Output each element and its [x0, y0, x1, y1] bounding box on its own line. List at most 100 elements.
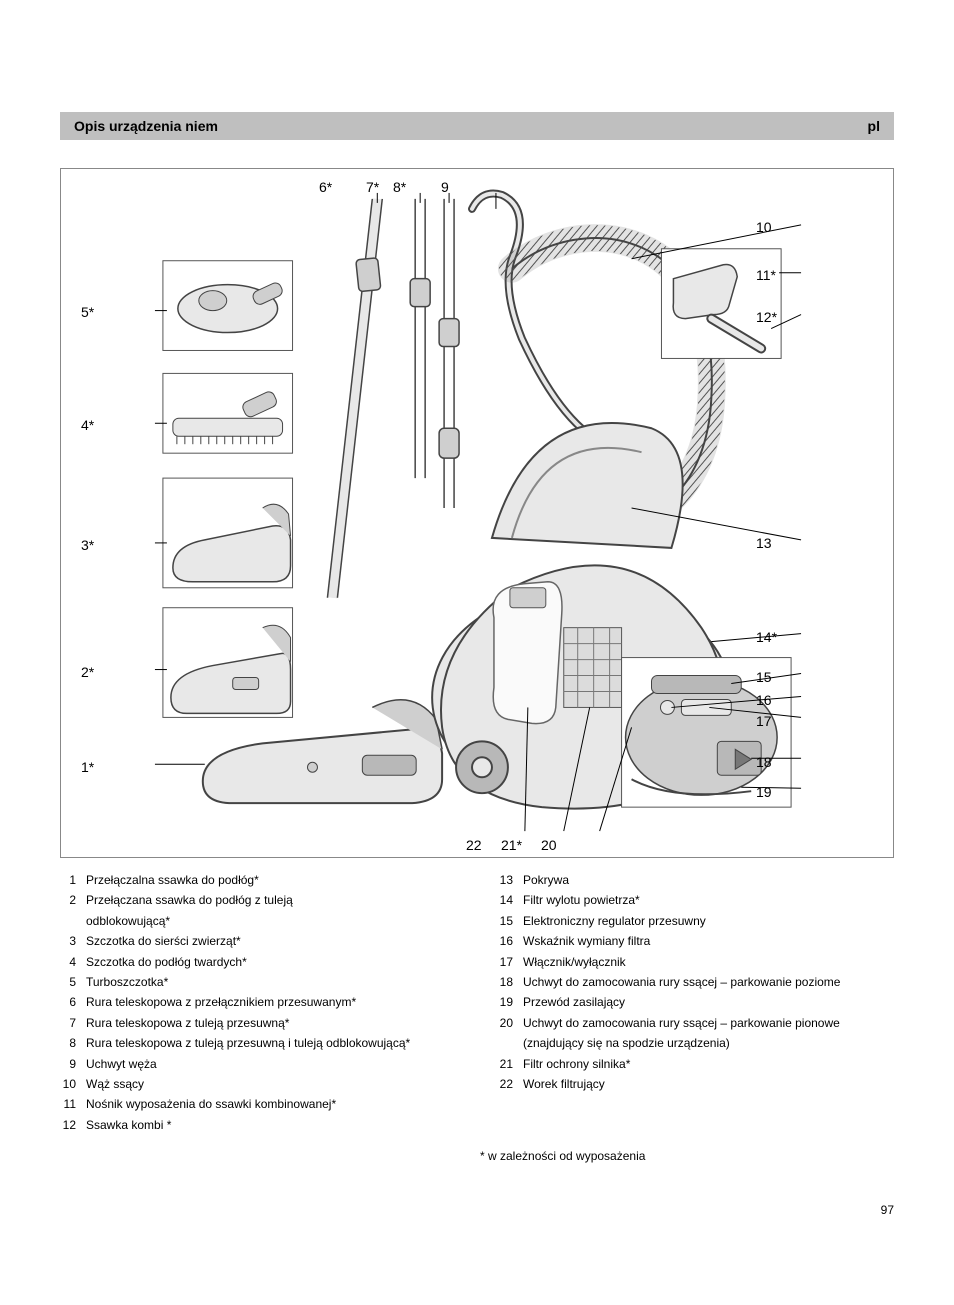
callout-17: 17	[756, 713, 772, 729]
legend-text: Ssawka kombi *	[86, 1115, 457, 1135]
legend-item: 5Turboszczotka*	[60, 972, 457, 992]
legend-number: 1	[60, 870, 86, 890]
callout-11: 11*	[756, 267, 776, 283]
legend-text: Przełączana ssawka do podłóg z tuleją	[86, 890, 457, 910]
callout-12: 12*	[756, 309, 777, 325]
legend-item: 12Ssawka kombi *	[60, 1115, 457, 1135]
legend-number: 9	[60, 1054, 86, 1074]
legend-item: 3Szczotka do sierści zwierząt*	[60, 931, 457, 951]
legend-item: 18Uchwyt do zamocowania rury ssącej – pa…	[497, 972, 894, 992]
legend-text: Elektroniczny regulator przesuwny	[523, 911, 894, 931]
callout-16: 16	[756, 692, 772, 708]
legend-item: 8Rura teleskopowa z tuleją przesuwną i t…	[60, 1033, 457, 1053]
exploded-diagram: 5* 4* 3* 2* 1* 6* 7* 8* 9 10 11* 12* 13 …	[60, 168, 894, 858]
footnote: * w zależności od wyposażenia	[480, 1149, 894, 1163]
legend-item: 14Filtr wylotu powietrza*	[497, 890, 894, 910]
legend-item: 15Elektroniczny regulator przesuwny	[497, 911, 894, 931]
legend-text: Pokrywa	[523, 870, 894, 890]
legend-number: 11	[60, 1094, 86, 1114]
legend-number: 13	[497, 870, 523, 890]
legend-number: 20	[497, 1013, 523, 1033]
legend-text: Przełączalna ssawka do podłóg*	[86, 870, 457, 890]
legend-text: Wskaźnik wymiany filtra	[523, 931, 894, 951]
legend-item: 9Uchwyt węża	[60, 1054, 457, 1074]
legend-number: 19	[497, 992, 523, 1012]
legend-item: 10Wąż ssący	[60, 1074, 457, 1094]
legend-number: 16	[497, 931, 523, 951]
legend-number: 2	[60, 890, 86, 910]
legend-number: 10	[60, 1074, 86, 1094]
legend-number: 3	[60, 931, 86, 951]
legend-text: odblokowującą*	[86, 911, 457, 931]
legend-item: 1Przełączalna ssawka do podłóg*	[60, 870, 457, 890]
legend-right-column: 13Pokrywa14Filtr wylotu powietrza*15Elek…	[497, 870, 894, 1135]
legend-number: 5	[60, 972, 86, 992]
legend-text: Wąż ssący	[86, 1074, 457, 1094]
callout-2: 2*	[81, 664, 94, 680]
legend-text: Worek filtrujący	[523, 1074, 894, 1094]
legend-text: Przewód zasilający	[523, 992, 894, 1012]
callout-13: 13	[756, 535, 772, 551]
legend-text: Uchwyt do zamocowania rury ssącej – park…	[523, 972, 894, 992]
legend-item: 17Włącznik/wyłącznik	[497, 952, 894, 972]
section-title: Opis urządzenia niem	[74, 118, 218, 134]
callout-21: 21*	[501, 837, 522, 853]
legend-item: 2Przełączana ssawka do podłóg z tuleją	[60, 890, 457, 910]
legend-item-cont: (znajdujący się na spodzie urządzenia)	[497, 1033, 894, 1053]
legend-left-column: 1Przełączalna ssawka do podłóg*2Przełącz…	[60, 870, 457, 1135]
legend-item: 16Wskaźnik wymiany filtra	[497, 931, 894, 951]
parts-legend: 1Przełączalna ssawka do podłóg*2Przełącz…	[60, 870, 894, 1135]
legend-text: Turboszczotka*	[86, 972, 457, 992]
legend-number: 22	[497, 1074, 523, 1094]
legend-item: 11Nośnik wyposażenia do ssawki kombinowa…	[60, 1094, 457, 1114]
legend-number: 7	[60, 1013, 86, 1033]
callout-5: 5*	[81, 304, 94, 320]
callout-7: 7*	[366, 179, 379, 195]
language-code: pl	[868, 118, 880, 134]
legend-item: 13Pokrywa	[497, 870, 894, 890]
callout-3: 3*	[81, 537, 94, 553]
legend-text: Rura teleskopowa z przełącznikiem przesu…	[86, 992, 457, 1012]
legend-text: Rura teleskopowa z tuleją przesuwną i tu…	[86, 1033, 457, 1053]
page-number: 97	[60, 1203, 894, 1217]
legend-number: 12	[60, 1115, 86, 1135]
legend-text: Filtr wylotu powietrza*	[523, 890, 894, 910]
legend-text: Szczotka do podłóg twardych*	[86, 952, 457, 972]
legend-item: 21Filtr ochrony silnika*	[497, 1054, 894, 1074]
legend-item: 20Uchwyt do zamocowania rury ssącej – pa…	[497, 1013, 894, 1033]
legend-item: 6Rura teleskopowa z przełącznikiem przes…	[60, 992, 457, 1012]
callout-14: 14*	[756, 629, 777, 645]
legend-text: (znajdujący się na spodzie urządzenia)	[523, 1033, 894, 1053]
legend-text: Nośnik wyposażenia do ssawki kombinowane…	[86, 1094, 457, 1114]
legend-number: 4	[60, 952, 86, 972]
legend-number: 18	[497, 972, 523, 992]
legend-text: Uchwyt do zamocowania rury ssącej – park…	[523, 1013, 894, 1033]
legend-text: Włącznik/wyłącznik	[523, 952, 894, 972]
legend-number: 15	[497, 911, 523, 931]
legend-text: Filtr ochrony silnika*	[523, 1054, 894, 1074]
callout-9: 9	[441, 179, 449, 195]
callout-15: 15	[756, 669, 772, 685]
callout-10: 10	[756, 219, 772, 235]
legend-item: 7Rura teleskopowa z tuleją przesuwną*	[60, 1013, 457, 1033]
callout-19: 19	[756, 784, 772, 800]
legend-number: 21	[497, 1054, 523, 1074]
callout-1: 1*	[81, 759, 94, 775]
legend-item: 19Przewód zasilający	[497, 992, 894, 1012]
legend-text: Szczotka do sierści zwierząt*	[86, 931, 457, 951]
legend-text: Uchwyt węża	[86, 1054, 457, 1074]
callout-20: 20	[541, 837, 557, 853]
legend-item-cont: odblokowującą*	[60, 911, 457, 931]
section-header: Opis urządzenia niem pl	[60, 112, 894, 140]
legend-number: 6	[60, 992, 86, 1012]
callout-22: 22	[466, 837, 482, 853]
legend-number: 14	[497, 890, 523, 910]
legend-item: 4Szczotka do podłóg twardych*	[60, 952, 457, 972]
callout-4: 4*	[81, 417, 94, 433]
callout-6: 6*	[319, 179, 332, 195]
callout-18: 18	[756, 754, 772, 770]
legend-number: 17	[497, 952, 523, 972]
callout-8: 8*	[393, 179, 406, 195]
legend-item: 22Worek filtrujący	[497, 1074, 894, 1094]
legend-text: Rura teleskopowa z tuleją przesuwną*	[86, 1013, 457, 1033]
